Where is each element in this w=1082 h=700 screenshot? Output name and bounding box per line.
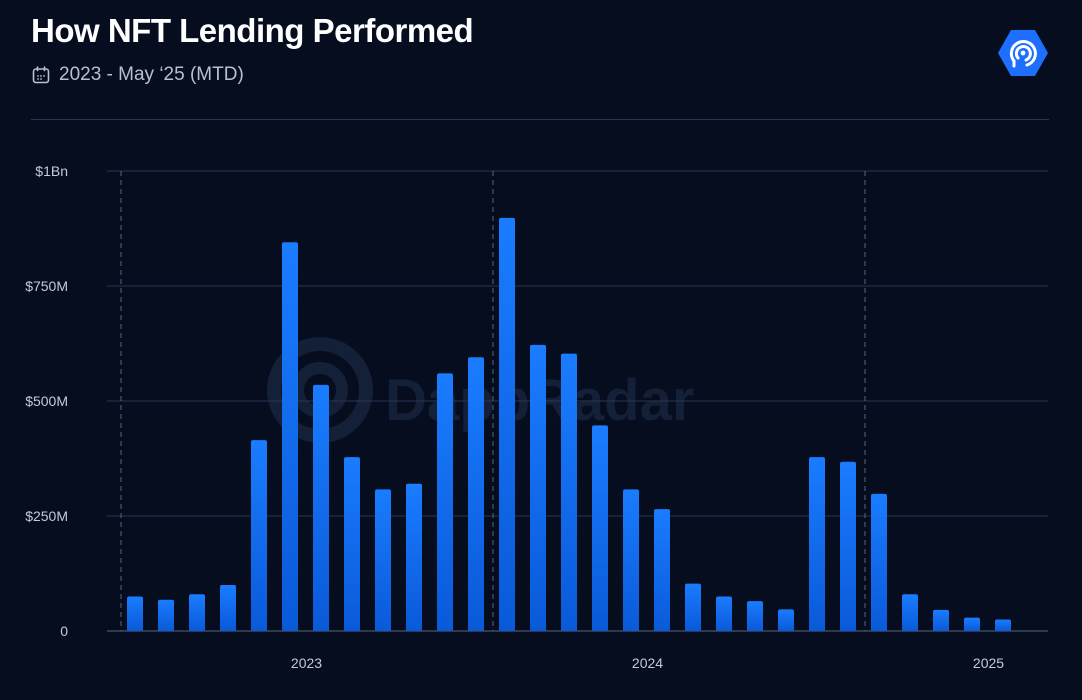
x-year-label: 2025 <box>973 655 1004 671</box>
x-year-label: 2024 <box>632 655 663 671</box>
bar-aug-2024 <box>716 596 732 631</box>
bar-jun-2024 <box>654 509 670 631</box>
bar-dec-2023 <box>468 357 484 631</box>
bar-nov-2023 <box>437 373 453 631</box>
bar-sep-2024 <box>747 601 763 631</box>
bar-may-2023 <box>251 440 267 631</box>
date-range-text: 2023 - May ‘25 (MTD) <box>59 64 244 85</box>
bar-aug-2023 <box>344 457 360 631</box>
y-tick-label: $750M <box>25 278 68 294</box>
grid <box>107 170 1048 632</box>
y-axis-labels: 0 $250M $500M $750M $1Bn <box>25 163 68 639</box>
date-range: 2023 - May ‘25 (MTD) <box>31 64 244 86</box>
bar-mar-2024 <box>561 353 577 631</box>
bar-jul-2024 <box>685 583 701 631</box>
y-tick-label: $1Bn <box>35 163 68 179</box>
bar-jun-2023 <box>282 242 298 632</box>
bar-nov-2024 <box>809 457 825 631</box>
calendar-icon <box>31 65 51 85</box>
bar-sep-2023 <box>375 489 391 631</box>
bar-apr-2025 <box>964 617 980 631</box>
bar-oct-2024 <box>778 609 794 631</box>
bar-mar-2025 <box>933 609 949 631</box>
bar-oct-2023 <box>406 483 422 631</box>
bar-dec-2024 <box>840 461 856 631</box>
bar-jan-2023 <box>127 596 143 631</box>
header-divider <box>31 119 1049 120</box>
watermark: DappRadar <box>267 337 694 443</box>
x-year-label: 2023 <box>291 655 322 671</box>
bar-mar-2023 <box>189 594 205 631</box>
dappradar-logo-icon <box>997 28 1049 78</box>
chart-title: How NFT Lending Performed <box>31 12 474 49</box>
year-separators <box>120 171 866 631</box>
bar-jan-2025 <box>871 493 887 631</box>
y-tick-label: $500M <box>25 393 68 409</box>
bar-feb-2024 <box>530 344 546 631</box>
bar-may-2024 <box>623 489 639 631</box>
bar-feb-2025 <box>902 594 918 631</box>
bar-jul-2023 <box>313 384 329 631</box>
bar-may-2025 <box>995 619 1011 631</box>
bar-feb-2023 <box>158 599 174 631</box>
bars <box>127 217 1011 632</box>
bar-jan-2024 <box>499 217 515 632</box>
y-tick-label: 0 <box>60 623 68 639</box>
y-tick-label: $250M <box>25 508 68 524</box>
bar-apr-2023 <box>220 585 236 631</box>
x-axis-labels: 2023 2024 2025 <box>291 655 1004 671</box>
bar-apr-2024 <box>592 425 608 631</box>
